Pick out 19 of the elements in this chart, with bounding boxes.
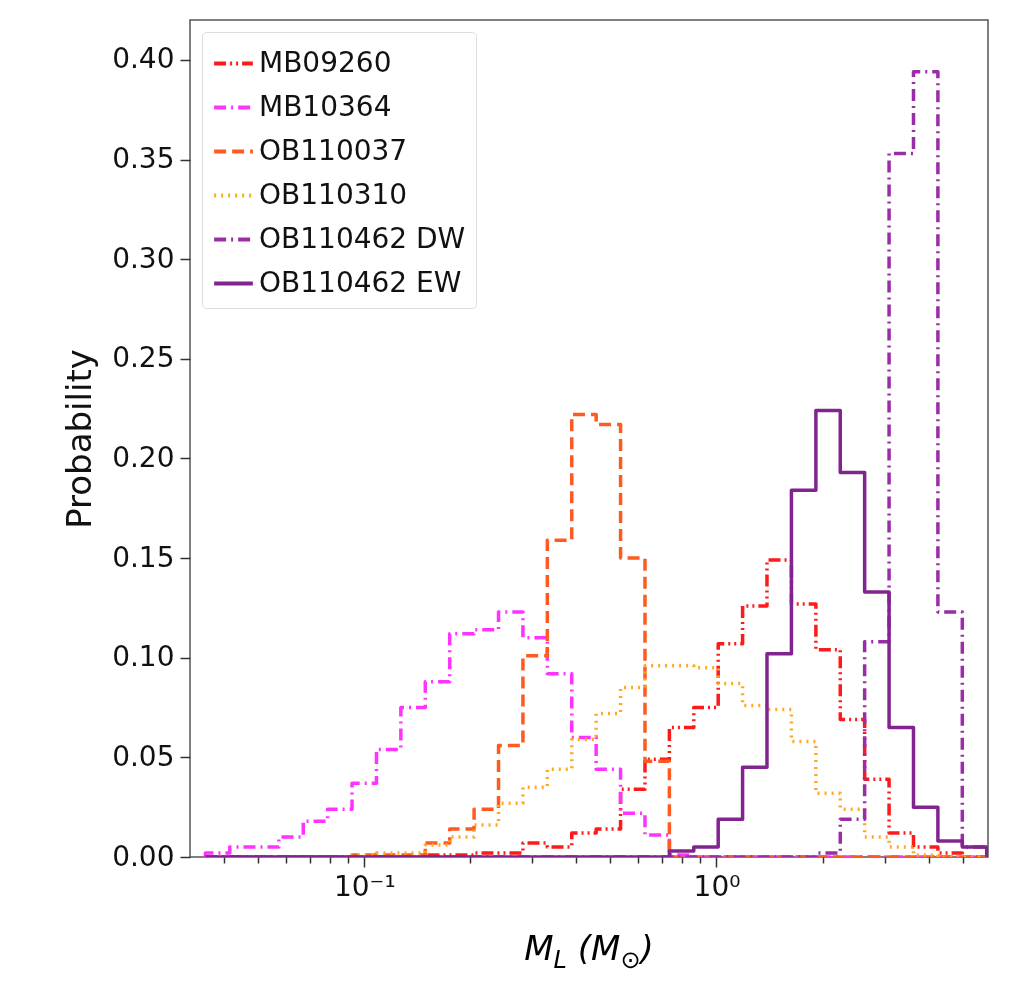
y-tick-label: 0.20	[112, 440, 175, 474]
legend-label: MB09260	[259, 45, 392, 79]
y-tick-label: 0.25	[112, 341, 175, 375]
y-axis-title: Probability	[59, 349, 100, 529]
legend-label: MB10364	[259, 89, 392, 123]
y-tick-label: 0.15	[112, 540, 175, 574]
y-tick-label: 0.00	[112, 839, 175, 873]
x-tick-label: 10⁰	[693, 869, 741, 903]
legend-label: OB110462 DW	[259, 221, 466, 255]
y-tick-label: 0.35	[112, 142, 175, 175]
y-tick-label: 0.30	[112, 241, 175, 275]
legend-label: OB110462 EW	[259, 265, 462, 299]
x-axis-title: M$_{L}$ (M$_{⊙}$)	[523, 928, 655, 974]
y-tick-label: 0.05	[112, 739, 175, 773]
x-tick-label: 10⁻¹	[333, 869, 396, 903]
legend-label: OB110310	[259, 177, 408, 211]
y-tick-label: 0.10	[112, 640, 175, 674]
legend-label: OB110037	[259, 133, 408, 167]
y-tick-label: 0.40	[112, 42, 175, 76]
